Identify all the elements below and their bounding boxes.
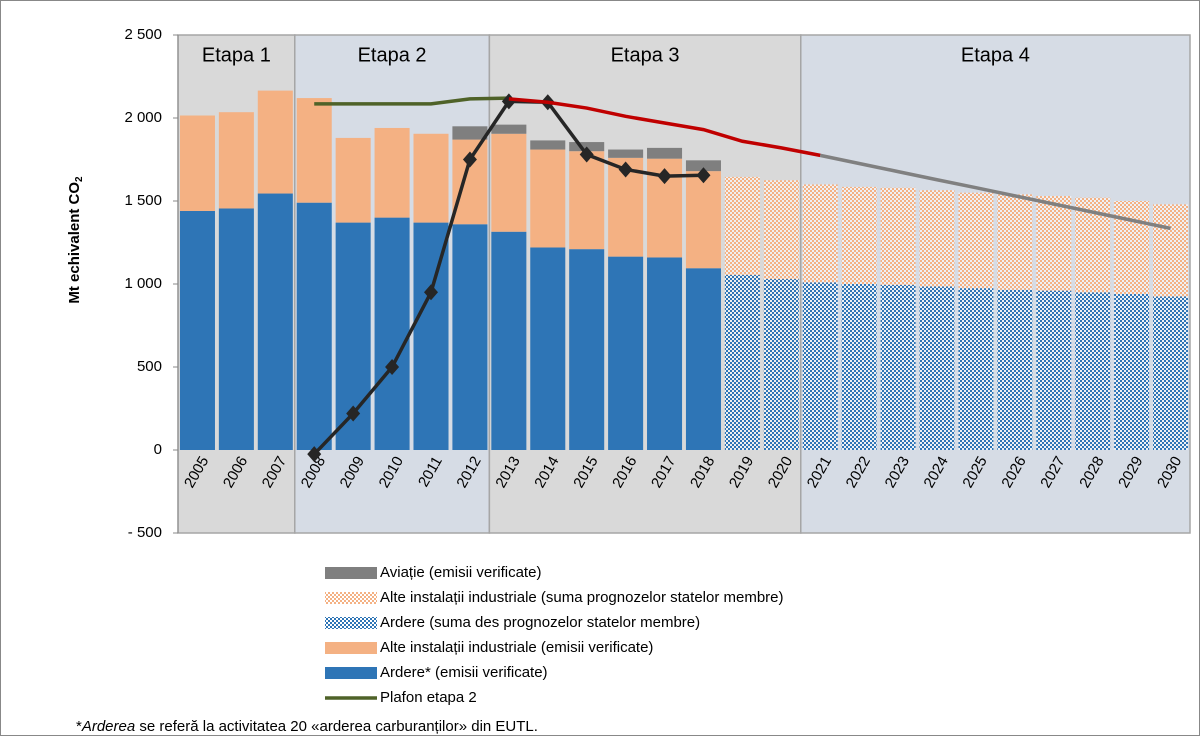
bar — [1114, 201, 1150, 294]
bar — [530, 140, 566, 150]
stage-label: Etapa 2 — [358, 44, 427, 66]
bar — [452, 224, 488, 450]
line-marker — [579, 146, 594, 163]
line-marker — [424, 284, 438, 301]
bar — [958, 192, 994, 289]
legend-label: Ardere* (emisii verificate) — [380, 664, 548, 681]
legend-swatch — [325, 617, 377, 629]
bar — [997, 194, 1033, 290]
bar — [880, 284, 916, 450]
bar — [569, 151, 605, 250]
line-marker — [385, 359, 400, 375]
legend-label: Alte instalații industriale (emisii veri… — [380, 639, 653, 656]
y-axis-label: Mt echivalent CO2 — [66, 176, 85, 304]
legend-label: Aviație (emisii verificate) — [380, 564, 541, 581]
bar — [841, 284, 877, 450]
bar — [491, 231, 527, 450]
bar — [802, 184, 838, 283]
y-tick-label: 0 — [154, 441, 162, 458]
legend-swatch — [325, 592, 377, 604]
bar — [1153, 296, 1189, 450]
footnote-text: se referă la activitatea 20 «arderea car… — [135, 718, 538, 735]
bar — [374, 127, 410, 218]
bar — [452, 126, 488, 140]
legend-swatch — [325, 567, 377, 579]
bar — [491, 124, 527, 134]
legend-label: Alte instalații industriale (suma progno… — [380, 589, 784, 606]
bar — [647, 257, 683, 450]
bar — [218, 208, 254, 450]
bar — [919, 286, 955, 450]
footnote-emphasis: Arderea — [81, 718, 135, 735]
bar — [1036, 290, 1072, 450]
y-tick-label: - 500 — [128, 524, 162, 541]
line — [314, 96, 509, 106]
bar — [685, 171, 721, 269]
bar — [569, 249, 605, 450]
bar — [997, 289, 1033, 450]
bar — [1036, 196, 1072, 291]
bar — [685, 160, 721, 172]
bar — [491, 133, 527, 232]
bar — [257, 193, 293, 450]
bar — [724, 274, 760, 450]
bar — [958, 288, 994, 450]
legend-label: Plafon etapa 2 — [380, 689, 477, 706]
bar — [1075, 292, 1111, 450]
bar — [296, 98, 332, 203]
bar — [257, 90, 293, 194]
bar — [608, 149, 644, 158]
y-tick-label: 500 — [137, 358, 162, 375]
y-tick-label: 1 500 — [124, 192, 162, 209]
bar — [530, 149, 566, 248]
bar — [1153, 204, 1189, 297]
stage-label: Etapa 1 — [202, 44, 271, 66]
bar — [179, 115, 215, 211]
bar — [335, 137, 371, 223]
legend-swatch — [325, 642, 377, 654]
footnote-prefix: * — [76, 718, 82, 735]
line-marker — [501, 93, 516, 110]
bar — [724, 176, 760, 275]
stage-label: Etapa 4 — [961, 44, 1030, 66]
bar — [1114, 293, 1150, 450]
line-marker — [657, 168, 672, 185]
line-marker — [696, 167, 711, 184]
line-marker — [346, 405, 361, 422]
bar — [841, 186, 877, 284]
bar — [763, 279, 799, 450]
footnote: *Arderea se referă la activitatea 20 «ar… — [76, 718, 538, 735]
line-marker — [307, 446, 322, 463]
line — [508, 97, 821, 158]
line-marker — [618, 161, 633, 178]
bar — [880, 187, 916, 285]
y-tick-label: 2 000 — [124, 109, 162, 126]
bar — [374, 217, 410, 450]
bar — [763, 180, 799, 280]
bar — [413, 133, 449, 223]
y-axis-label-sub: 2 — [74, 176, 85, 182]
bar — [530, 247, 566, 450]
legend-label: Ardere (suma des prognozelor statelor me… — [380, 614, 700, 631]
line-marker — [462, 151, 477, 168]
bar — [919, 190, 955, 287]
y-axis-label-text: Mt echivalent CO — [66, 182, 83, 304]
bar — [218, 112, 254, 209]
line — [819, 153, 1171, 231]
bar — [608, 256, 644, 450]
bar — [179, 210, 215, 450]
bar — [685, 268, 721, 450]
legend-swatch — [325, 667, 377, 679]
bar — [413, 222, 449, 450]
y-tick-label: 2 500 — [124, 26, 162, 43]
bar — [802, 282, 838, 450]
y-tick-label: 1 000 — [124, 275, 162, 292]
bar — [647, 147, 683, 159]
bar — [296, 202, 332, 450]
stage-label: Etapa 3 — [611, 44, 680, 66]
